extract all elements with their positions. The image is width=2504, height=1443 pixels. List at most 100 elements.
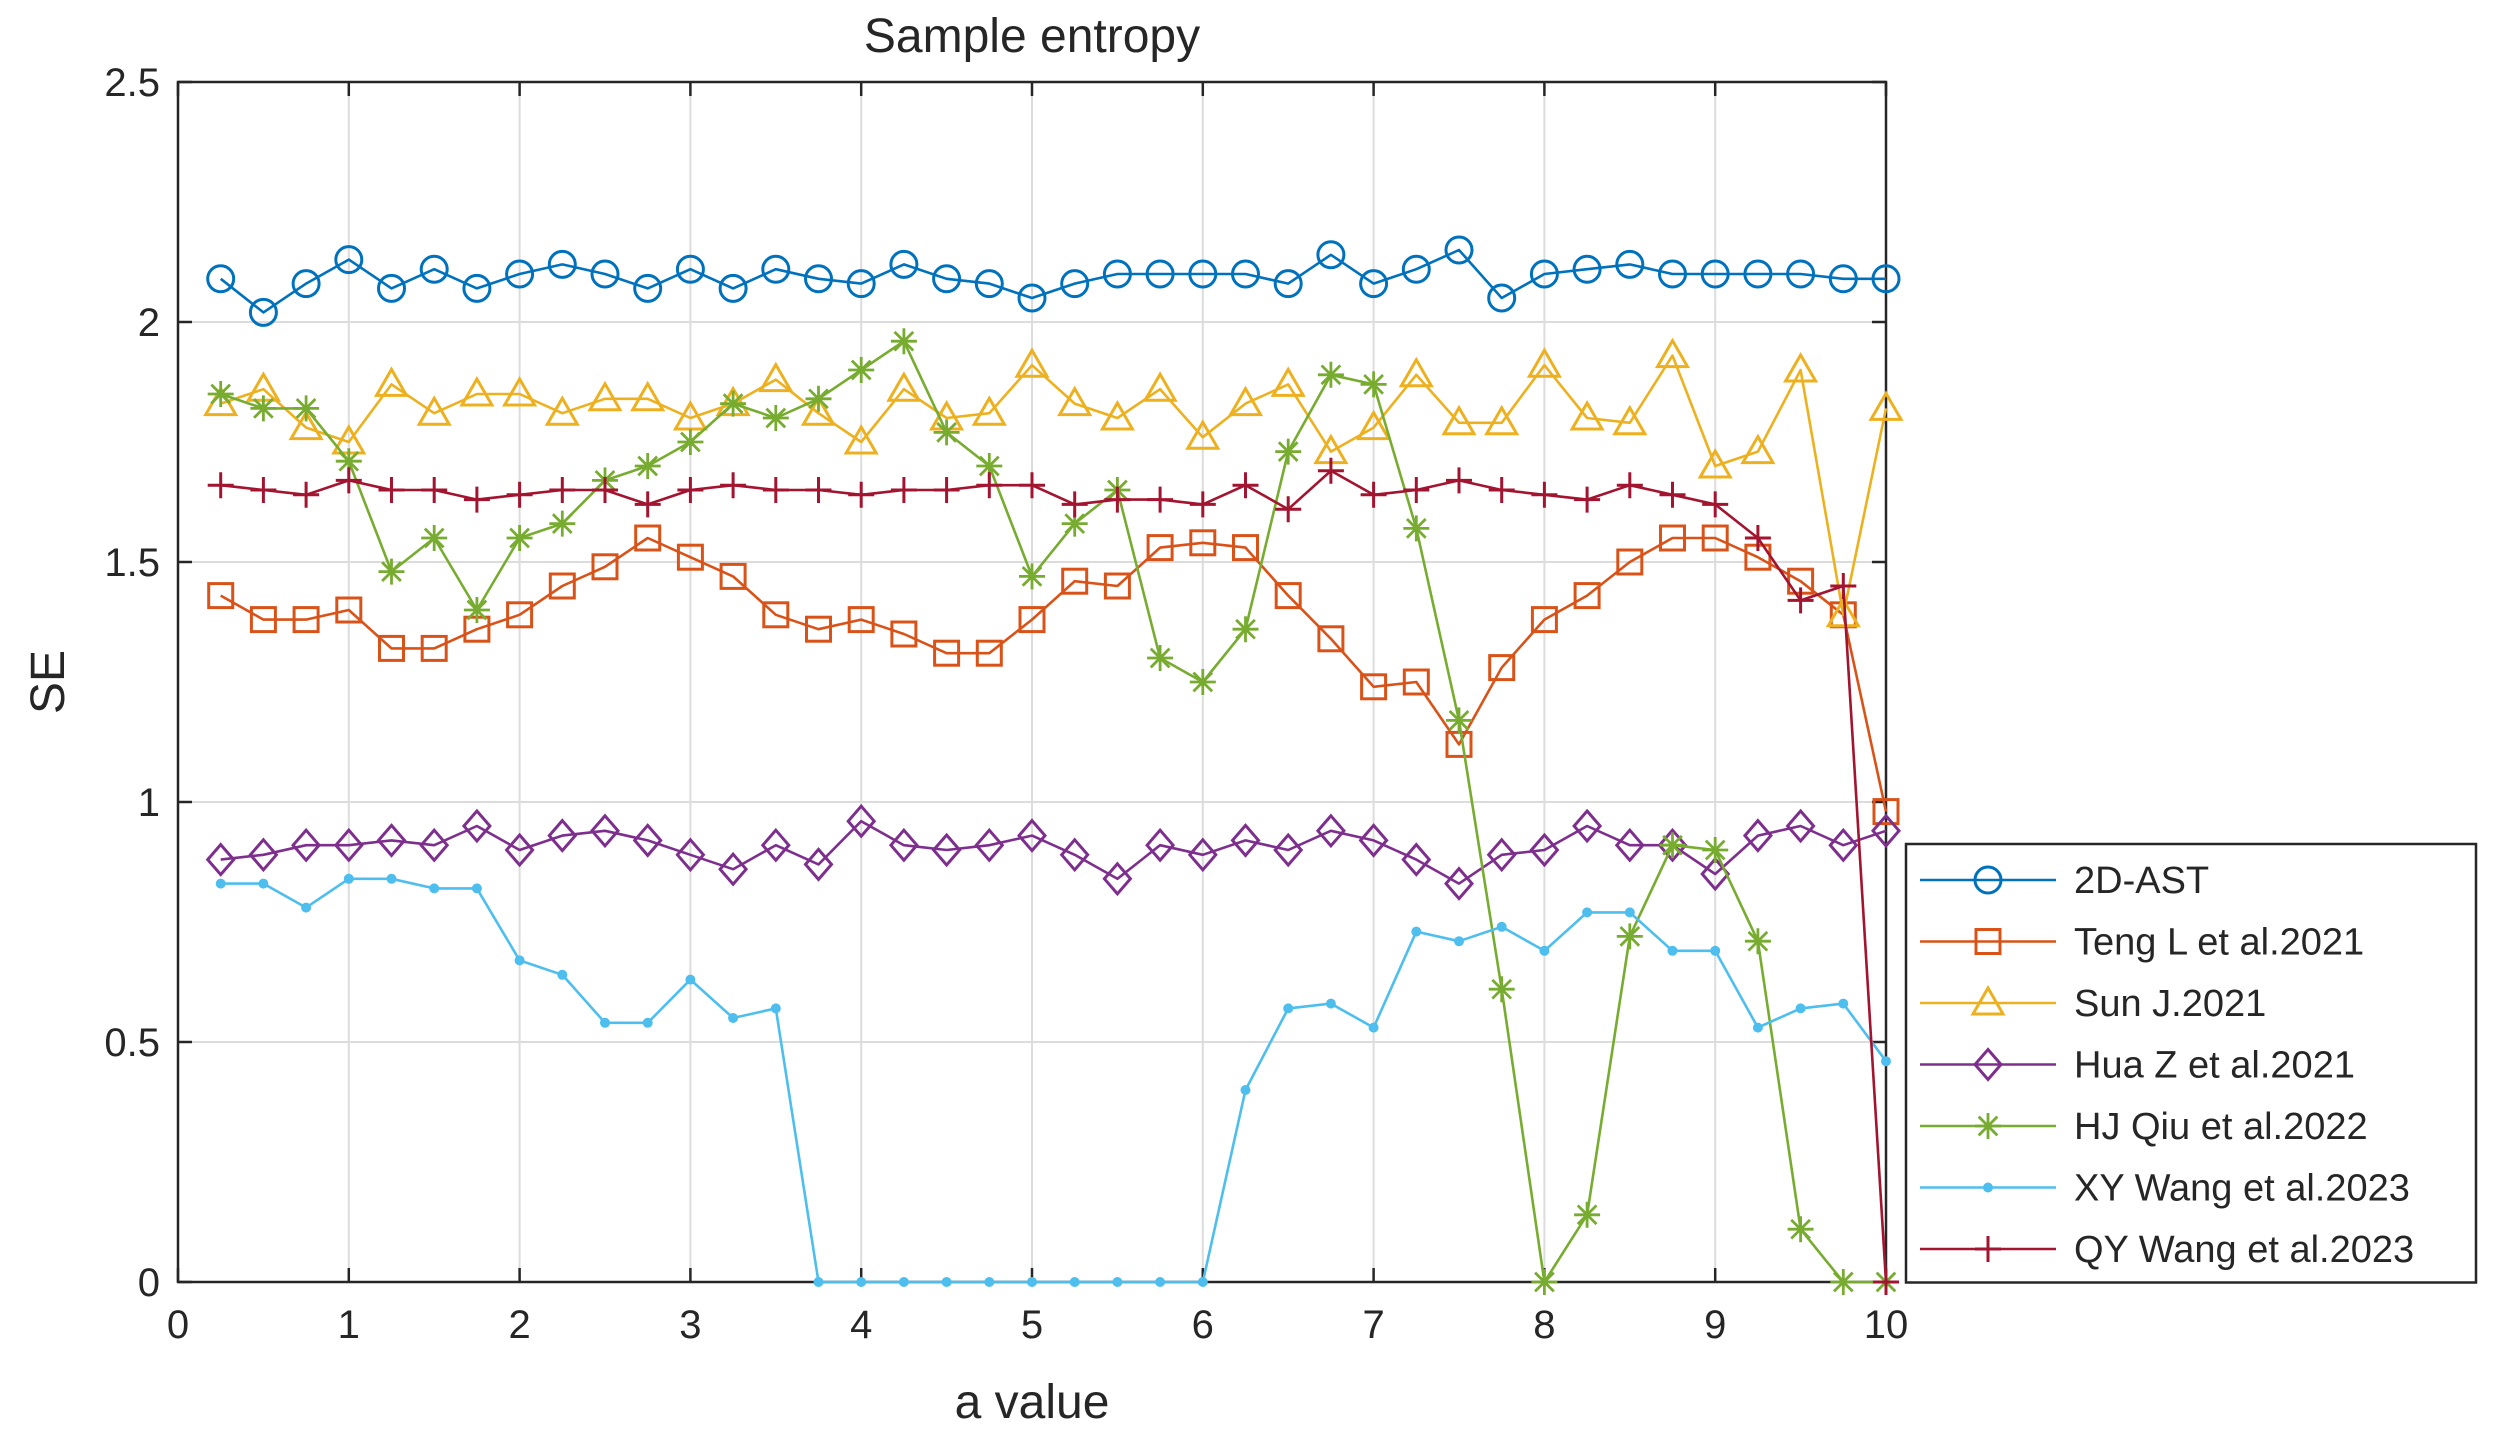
- data-point: [758, 361, 794, 393]
- data-point: [335, 467, 362, 494]
- data-point: [933, 419, 960, 446]
- data-point: [1145, 827, 1176, 863]
- data-point: [1614, 827, 1645, 863]
- data-point: [1616, 548, 1644, 576]
- data-point: [288, 409, 324, 441]
- data-point: [1270, 366, 1306, 397]
- data-point: [1061, 510, 1088, 537]
- data-point: [587, 380, 623, 412]
- data-point: [1569, 399, 1605, 431]
- data-point: [505, 259, 535, 289]
- data-point: [1325, 998, 1336, 1009]
- data-point: [1574, 1201, 1601, 1228]
- data-point: [1830, 573, 1857, 599]
- data-point: [1102, 861, 1133, 897]
- data-point: [761, 254, 791, 284]
- series-line-xy-wang-et-al-2023: [220, 877, 1888, 1284]
- data-point: [1496, 921, 1507, 932]
- data-point: [848, 357, 875, 383]
- data-point: [1403, 477, 1430, 503]
- data-point: [1360, 371, 1387, 398]
- data-point: [463, 486, 490, 513]
- data-point: [291, 269, 321, 299]
- series-line-2d-ast: [219, 248, 1886, 314]
- data-point: [293, 481, 320, 508]
- data-point: [1147, 645, 1174, 671]
- data-point: [1273, 832, 1304, 868]
- legend-marker: [1974, 928, 2002, 955]
- legend-item-hua-z-et-al-2021: Hua Z et al.2021: [1920, 1045, 2355, 1087]
- data-point: [890, 477, 917, 503]
- legend-item-teng-l-et-al-2021: Teng L et al.2021: [1920, 922, 2364, 964]
- legend-marker: [1973, 865, 2003, 895]
- data-point: [813, 1277, 824, 1287]
- x-tick-label: 4: [850, 1303, 872, 1347]
- series-xy-wang-et-al-2023: [215, 873, 1891, 1287]
- data-point: [1573, 582, 1601, 610]
- data-point: [600, 1017, 610, 1028]
- data-point: [1147, 486, 1174, 513]
- axis-ticks: 0 1 2 3 4 5 6 7 8 9 10 0 0.5 1 1.5 2 2.5: [104, 61, 1908, 1347]
- data-point: [1402, 668, 1430, 696]
- data-point: [1654, 337, 1691, 369]
- data-point: [762, 601, 790, 629]
- legend-marker: [1970, 984, 2006, 1016]
- data-point: [846, 803, 877, 839]
- data-point: [1667, 945, 1678, 956]
- data-point: [974, 827, 1005, 863]
- data-point: [642, 1017, 653, 1028]
- data-point: [889, 249, 919, 279]
- series-teng-l-et-al-2021: [207, 524, 1900, 826]
- data-point: [1232, 534, 1259, 562]
- legend-label: HJ Qiu et al.2022: [2074, 1106, 2368, 1148]
- data-point: [1275, 438, 1302, 465]
- data-point: [1740, 433, 1776, 465]
- data-point: [1231, 259, 1260, 289]
- data-point: [1825, 596, 1861, 628]
- legend-marker: [1983, 1182, 1993, 1193]
- data-point: [207, 472, 234, 499]
- data-point: [634, 453, 661, 479]
- data-point: [1232, 616, 1259, 643]
- data-point: [502, 375, 538, 407]
- legend: 2D-AST Teng L et al.2021 Sun J.2021 Hua Z e…: [1904, 842, 2478, 1284]
- data-point: [1785, 808, 1816, 844]
- data-point: [592, 477, 618, 503]
- data-point: [1401, 254, 1431, 284]
- data-point: [1232, 472, 1259, 499]
- series-qy-wang-et-al-2023: [207, 457, 1899, 1295]
- data-point: [1446, 707, 1472, 734]
- data-point: [1488, 477, 1515, 503]
- data-point: [549, 510, 576, 537]
- data-point: [1787, 1216, 1814, 1243]
- data-point: [591, 553, 619, 581]
- data-point: [770, 1003, 781, 1014]
- legend-marker: [1975, 1236, 2001, 1262]
- data-point: [335, 596, 363, 624]
- data-point: [506, 481, 533, 508]
- data-point: [803, 847, 834, 882]
- data-point: [207, 582, 235, 610]
- data-point: [1658, 259, 1687, 289]
- data-point: [1795, 1003, 1806, 1014]
- legend-label: 2D-AST: [2074, 860, 2209, 902]
- data-point: [974, 269, 1004, 299]
- data-point: [804, 264, 833, 294]
- data-point: [1488, 976, 1515, 1003]
- data-point: [1401, 842, 1432, 877]
- data-point: [1873, 1269, 1899, 1295]
- x-tick-label: 2: [508, 1303, 530, 1347]
- data-point: [548, 572, 576, 600]
- legend-item-2d-ast: 2D-AST: [1920, 860, 2209, 902]
- data-point: [1360, 481, 1387, 508]
- data-point: [1398, 356, 1434, 388]
- data-point: [1454, 936, 1464, 947]
- data-point: [461, 808, 492, 844]
- data-point: [421, 525, 448, 551]
- data-point: [675, 254, 705, 284]
- data-point: [890, 620, 918, 648]
- data-point: [1283, 1003, 1294, 1014]
- y-axis-label: SE: [22, 650, 75, 714]
- data-point: [206, 264, 236, 294]
- legend-marker: [1973, 1047, 2003, 1082]
